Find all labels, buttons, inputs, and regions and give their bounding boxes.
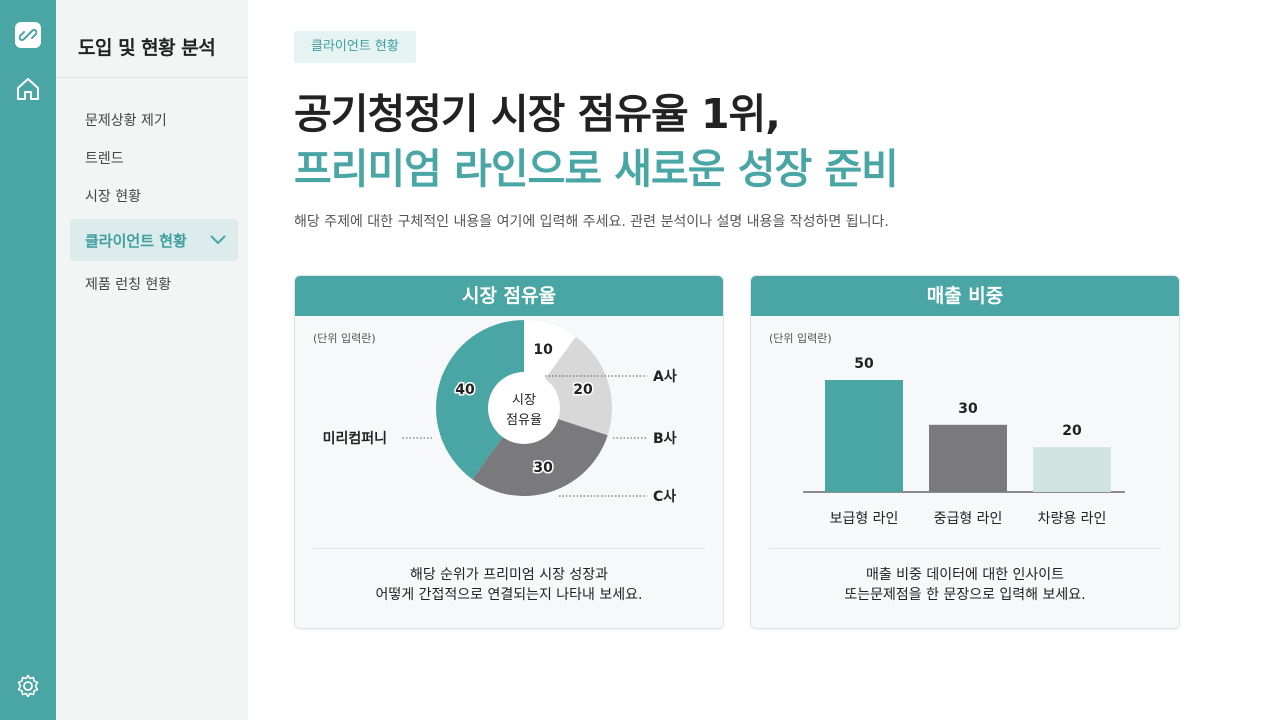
bar	[1033, 447, 1111, 492]
donut-hole	[488, 372, 560, 444]
sidebar-item-market-status[interactable]: 시장 현황	[85, 189, 141, 205]
donut-center-label: 시장	[512, 393, 536, 408]
note-line-2: 어떻게 간접적으로 연결되는지 나타내 보세요.	[375, 587, 643, 603]
sidebar-item-product-launch[interactable]: 제품 런칭 현황	[85, 277, 172, 293]
section-sidebar: 도입 및 현황 분석 문제상황 제기 트렌드 시장 현황 클라이언트 현황 제품…	[56, 0, 248, 720]
sidebar-item-trend[interactable]: 트렌드	[85, 151, 124, 167]
app-logo-icon[interactable]	[15, 22, 41, 48]
pie-slice	[472, 408, 608, 496]
note-line-1: 매출 비중 데이터에 대한 인사이트	[865, 567, 1065, 583]
card-title: 시장 점유율	[295, 276, 723, 316]
main-content: 클라이언트 현황 공기청정기 시장 점유율 1위, 프리미엄 라인으로 새로운 …	[248, 0, 1280, 720]
card-divider	[313, 548, 705, 549]
note-line-2: 또는문제점을 한 문장으로 입력해 보세요.	[844, 587, 1086, 603]
bar-category-label: 차량용 라인	[1038, 511, 1107, 527]
sidebar-nav: 문제상황 제기 트렌드 시장 현황 클라이언트 현황 제품 런칭 현황	[56, 78, 248, 303]
slice-value-label: 20	[573, 382, 593, 398]
section-tag: 클라이언트 현황	[294, 31, 416, 63]
bar-category-label: 보급형 라인	[830, 511, 899, 527]
sidebar-title: 도입 및 현황 분석	[56, 0, 248, 78]
settings-gear-icon[interactable]	[15, 673, 41, 699]
slice-category-label: 미리컴퍼니	[323, 431, 387, 447]
page-title-line1: 공기청정기 시장 점유율 1위,	[294, 90, 781, 138]
bar	[929, 424, 1007, 492]
slice-value-label: 10	[533, 342, 553, 358]
home-icon[interactable]	[15, 76, 41, 102]
sidebar-item-problem[interactable]: 문제상황 제기	[85, 113, 167, 129]
unit-label: (단위 입력란)	[769, 332, 832, 345]
sales-share-card: 매출 비중 (단위 입력란) 50 보급형 라인 30 중급형 라인 20 차량용 라인 …	[750, 275, 1180, 629]
donut-center-label: 점유율	[506, 413, 542, 428]
bar	[825, 380, 903, 492]
app-rail	[0, 0, 56, 720]
page-title-line2: 프리미엄 라인으로 새로운 성장 준비	[294, 145, 899, 193]
page-description: 해당 주제에 대한 구체적인 내용을 여기에 입력해 주세요. 관련 분석이나 …	[294, 214, 889, 230]
slice-value-label: 40	[455, 382, 475, 398]
sidebar-item-client-status[interactable]: 클라이언트 현황	[70, 219, 238, 261]
slice-category-label: C사	[653, 489, 676, 505]
bar-value-label: 50	[854, 356, 874, 372]
chevron-down-icon[interactable]	[210, 235, 226, 245]
sidebar-item-label: 클라이언트 현황	[85, 231, 187, 250]
sales-share-bar-chart: 50 보급형 라인 30 중급형 라인 20 차량용 라인	[803, 356, 1125, 527]
card-divider	[769, 548, 1161, 549]
slice-value-label: 30	[533, 460, 553, 476]
card-title: 매출 비중	[751, 276, 1179, 316]
note-line-1: 해당 순위가 프리미엄 시장 성장과	[409, 567, 609, 583]
slice-category-label: A사	[653, 369, 677, 385]
slice-category-label: B사	[653, 431, 677, 447]
bar-value-label: 20	[1062, 423, 1082, 439]
bar-category-label: 중급형 라인	[934, 511, 1003, 527]
bar-value-label: 30	[958, 401, 978, 417]
card-note: 해당 순위가 프리미엄 시장 성장과 어떻게 간접적으로 연결되는지 나타내 보…	[295, 565, 723, 605]
pie-slice	[436, 320, 524, 480]
unit-label: (단위 입력란)	[313, 332, 376, 345]
card-note: 매출 비중 데이터에 대한 인사이트 또는문제점을 한 문장으로 입력해 보세요…	[751, 565, 1179, 605]
